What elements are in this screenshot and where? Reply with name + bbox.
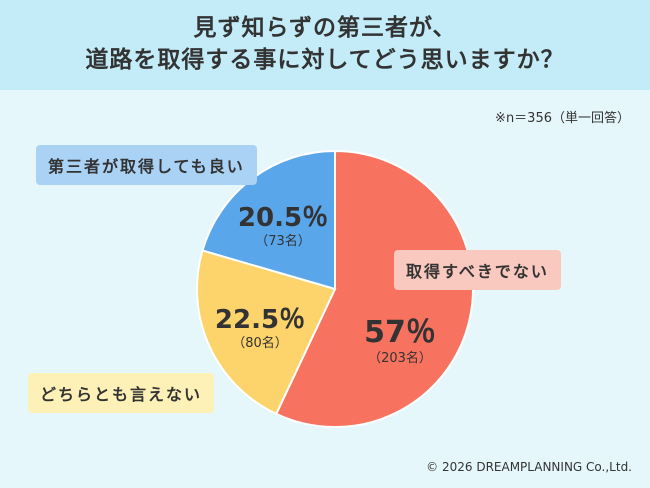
data-label-allowed: 20.5％ （73名） (228, 203, 338, 251)
slice-label-allowed: 第三者が取得しても良い (36, 145, 257, 185)
count-label-neither: （80名） (232, 336, 288, 351)
slice-label-neither: どちらとも言えない (28, 373, 215, 413)
percent-label-should-not-acquire: 57％ (364, 315, 436, 350)
count-label-allowed: （73名） (255, 234, 311, 249)
percent-label-allowed: 20.5％ (237, 203, 329, 233)
data-label-should-not-acquire: 57％ （203名） (340, 316, 460, 368)
slice-label-should-not-acquire: 取得すべきでない (394, 250, 561, 290)
pie-slice-should-not-acquire (274, 149, 474, 428)
chart-title-line-2: 道路を取得する事に対してどう思いますか？ (85, 47, 565, 73)
sample-size-note: ※n＝356（単一回答） (495, 111, 630, 126)
count-label-should-not-acquire: （203名） (368, 351, 432, 366)
percent-label-neither: 22.5％ (214, 305, 306, 335)
copyright-text: © 2026 DREAMPLANNING Co.,Ltd. (426, 460, 632, 474)
chart-title-line-1: 見ず知らずの第三者が、 (193, 15, 457, 41)
pie-slice-neither (196, 249, 337, 416)
data-label-neither: 22.5％ （80名） (200, 305, 320, 353)
header-banner: 見ず知らずの第三者が、 道路を取得する事に対してどう思いますか？ (0, 0, 650, 90)
